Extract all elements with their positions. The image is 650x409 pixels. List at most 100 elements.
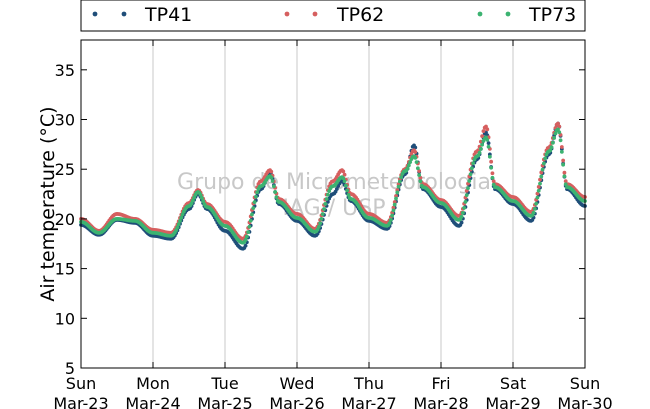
y-axis-label: Air temperature (°C) (37, 106, 59, 301)
data-point (247, 224, 252, 229)
data-point (462, 206, 467, 210)
data-point (253, 194, 258, 199)
data-point (270, 179, 275, 183)
data-point (178, 219, 182, 223)
data-point (399, 175, 404, 180)
data-point (485, 127, 490, 132)
data-point (269, 169, 274, 174)
data-point (489, 159, 494, 164)
data-point (552, 136, 557, 140)
data-point (481, 129, 486, 134)
data-point (343, 183, 348, 188)
data-point (559, 149, 564, 154)
data-point (562, 174, 567, 179)
data-point (536, 184, 541, 189)
legend-marker-tp41 (92, 11, 98, 17)
legend-marker-tp41-b (121, 11, 127, 17)
data-point (269, 175, 274, 180)
data-point (478, 147, 483, 151)
data-point (532, 206, 537, 211)
data-point (561, 158, 566, 163)
legend-label-tp73: TP73 (528, 4, 576, 26)
data-point (468, 172, 473, 177)
data-point (174, 228, 179, 233)
data-point (323, 201, 328, 206)
x-tick-day: Sun (570, 374, 600, 393)
data-point (563, 179, 568, 184)
data-point (273, 190, 278, 194)
data-point (324, 197, 329, 201)
data-point (243, 243, 248, 248)
data-point (477, 150, 482, 155)
data-point (538, 177, 542, 182)
data-point (406, 163, 411, 168)
data-point (557, 124, 562, 129)
data-point (320, 212, 325, 216)
data-point (342, 172, 347, 177)
data-point (556, 127, 560, 132)
legend: TP41 TP62 TP73 (80, 0, 586, 32)
legend-entry-tp62: TP62 (284, 4, 384, 26)
data-point (490, 175, 495, 180)
data-point (271, 184, 276, 189)
data-point (540, 167, 545, 172)
data-point (553, 131, 558, 136)
data-point (467, 179, 472, 183)
series-layer (79, 121, 587, 251)
data-point (392, 202, 397, 207)
data-point (466, 186, 470, 191)
data-point (391, 205, 396, 210)
y-tick-label: 10 (55, 309, 75, 328)
data-point (176, 222, 181, 227)
data-point (464, 193, 469, 198)
x-tick-day: Tue (210, 374, 238, 393)
y-axis: 5 10 15 20 25 30 35 (55, 61, 585, 378)
data-point (325, 192, 330, 197)
data-point (180, 212, 185, 217)
data-point (395, 190, 400, 195)
y-tick-label: 15 (55, 260, 75, 279)
data-point (484, 124, 488, 129)
data-point (248, 218, 253, 223)
data-point (534, 201, 539, 206)
y-tick-label: 25 (55, 160, 75, 179)
x-tick-date: Mar-23 (53, 394, 108, 409)
data-point (250, 212, 254, 217)
data-point (559, 145, 564, 149)
data-point (548, 148, 553, 153)
data-point (489, 165, 494, 170)
data-point (539, 174, 544, 179)
data-point (469, 166, 474, 171)
legend-label-tp41: TP41 (144, 4, 192, 26)
legend-marker-tp62-b (312, 11, 318, 17)
y-tick-label: 35 (55, 61, 75, 80)
data-point (561, 162, 566, 167)
data-point (463, 200, 468, 204)
data-point (480, 134, 485, 139)
data-point (486, 144, 491, 149)
x-tick-day: Mon (136, 374, 170, 393)
data-point (485, 137, 490, 142)
data-point (198, 192, 203, 197)
data-point (549, 145, 554, 150)
data-point (459, 220, 464, 225)
x-tick-day: Sun (66, 374, 96, 393)
data-point (405, 166, 410, 171)
data-point (346, 193, 351, 197)
data-point (543, 156, 548, 161)
data-point (244, 234, 249, 239)
x-tick-date: Mar-24 (125, 394, 180, 409)
data-point (459, 214, 464, 219)
legend-entry-tp41: TP41 (92, 4, 192, 26)
data-point (388, 218, 393, 222)
data-point (535, 195, 540, 200)
data-point (562, 170, 567, 175)
data-point (413, 150, 418, 154)
data-point (491, 179, 496, 184)
data-point (538, 181, 542, 186)
legend-marker-tp73 (477, 11, 483, 17)
x-tick-day: Sat (500, 374, 526, 393)
data-point (557, 130, 562, 135)
data-point (199, 195, 204, 200)
